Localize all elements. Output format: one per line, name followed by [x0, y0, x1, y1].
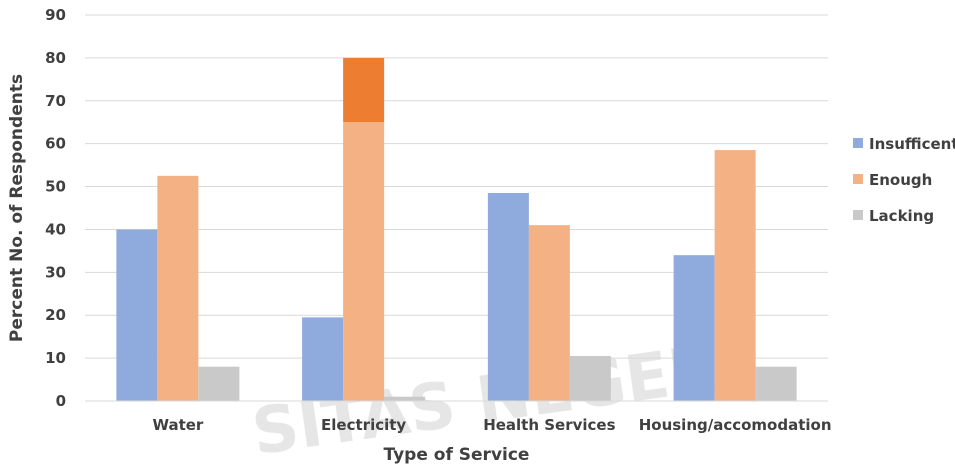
y-tick-label: 70: [45, 92, 66, 110]
legend-label-insufficent: Insufficent: [869, 135, 955, 153]
bar-enough-0: [157, 175, 199, 401]
bar-insufficent-0: [116, 229, 158, 401]
y-tick-label: 0: [56, 392, 66, 410]
y-tick-label: 40: [45, 220, 66, 238]
legend-swatch-lacking: [853, 210, 863, 220]
bar-lacking-0: [198, 366, 240, 401]
bar-lacking-2: [569, 355, 611, 401]
bar-highlight: [343, 57, 385, 123]
bar-enough-3: [714, 150, 756, 401]
x-tick-label: Housing/accomodation: [639, 416, 832, 434]
y-axis-title: Percent No. of Respondents: [7, 74, 27, 342]
y-tick-label: 10: [45, 349, 66, 367]
bar-lacking-1: [384, 396, 426, 401]
bars: [116, 57, 797, 401]
legend-swatch-insufficent: [853, 138, 863, 148]
x-tick-label: Health Services: [483, 416, 615, 434]
x-tick-label: Electricity: [321, 416, 406, 434]
gridlines: [85, 14, 828, 359]
bar-enough-1: [343, 122, 385, 401]
y-axis-ticks: 0 10 20 30 40 50 60 70 80 90: [45, 6, 66, 410]
bar-insufficent-1: [302, 317, 344, 401]
bar-insufficent-3: [673, 255, 715, 401]
bar-enough-2: [528, 225, 570, 401]
y-tick-label: 50: [45, 178, 66, 196]
y-tick-label: 30: [45, 263, 66, 281]
y-tick-label: 60: [45, 135, 66, 153]
bar-lacking-3: [755, 366, 797, 401]
legend-label-lacking: Lacking: [869, 207, 934, 225]
x-axis-title: Type of Service: [384, 445, 530, 465]
y-tick-label: 90: [45, 6, 66, 24]
x-tick-label: Water: [152, 416, 203, 434]
bar-insufficent-2: [487, 192, 529, 401]
legend-swatch-enough: [853, 174, 863, 184]
y-tick-label: 80: [45, 49, 66, 67]
legend-label-enough: Enough: [869, 171, 932, 189]
legend: Insufficent Enough Lacking: [853, 135, 955, 225]
y-tick-label: 20: [45, 306, 66, 324]
x-axis-ticks: Water Electricity Health Services Housing/a…: [152, 416, 831, 434]
